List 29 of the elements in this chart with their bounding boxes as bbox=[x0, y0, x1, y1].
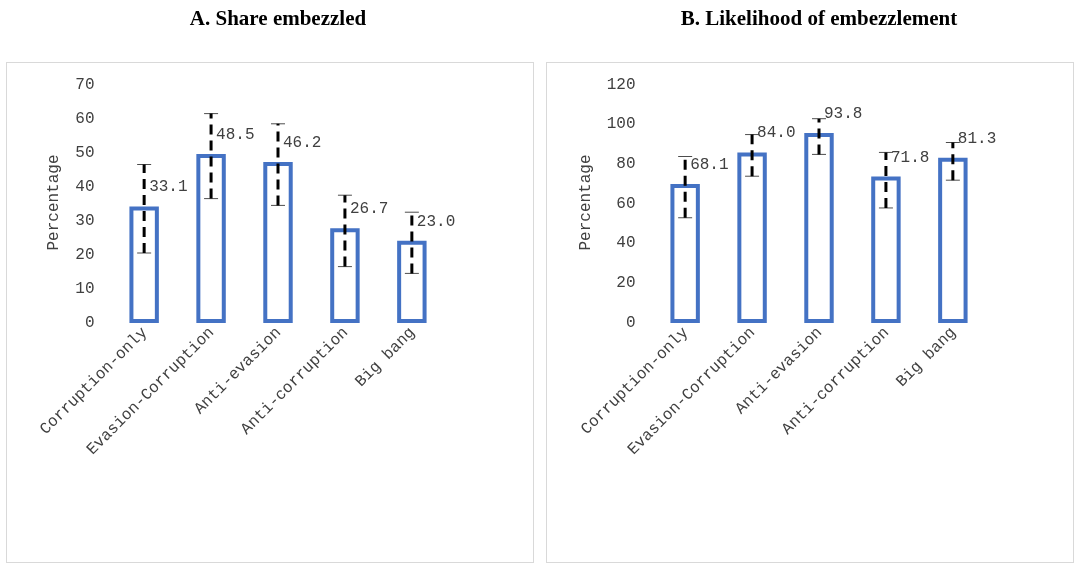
data-label: 93.8 bbox=[824, 104, 863, 123]
y-tick-label: 60 bbox=[616, 194, 636, 213]
y-tick-label: 120 bbox=[606, 75, 636, 94]
y-axis-title: Percentage bbox=[576, 154, 595, 251]
data-label: 33.1 bbox=[149, 178, 188, 197]
chart-title: B. Likelihood of embezzlement bbox=[680, 6, 958, 30]
y-tick-label: 0 bbox=[625, 313, 636, 332]
y-tick-label: 20 bbox=[616, 273, 636, 292]
y-tick-label: 40 bbox=[616, 234, 636, 253]
data-label: 26.7 bbox=[349, 200, 389, 219]
y-tick-label: 70 bbox=[75, 75, 95, 94]
data-label: 68.1 bbox=[690, 155, 729, 174]
y-tick-label: 0 bbox=[84, 313, 95, 332]
y-tick-label: 60 bbox=[75, 109, 95, 128]
data-label: 48.5 bbox=[216, 126, 255, 145]
data-label: 46.2 bbox=[283, 133, 322, 152]
y-tick-label: 100 bbox=[606, 115, 636, 134]
data-label: 23.0 bbox=[416, 212, 456, 231]
y-tick-label: 10 bbox=[75, 279, 95, 298]
data-label: 81.3 bbox=[957, 129, 997, 148]
data-label: 84.0 bbox=[757, 124, 796, 143]
y-tick-label: 50 bbox=[75, 143, 95, 162]
y-tick-label: 80 bbox=[616, 154, 636, 173]
chart-title: A. Share embezzled bbox=[189, 6, 367, 30]
data-label: 71.8 bbox=[890, 148, 930, 167]
y-tick-label: 20 bbox=[75, 245, 95, 264]
y-axis-title: Percentage bbox=[45, 154, 64, 251]
y-tick-label: 30 bbox=[75, 211, 95, 230]
y-tick-label: 40 bbox=[75, 177, 95, 196]
